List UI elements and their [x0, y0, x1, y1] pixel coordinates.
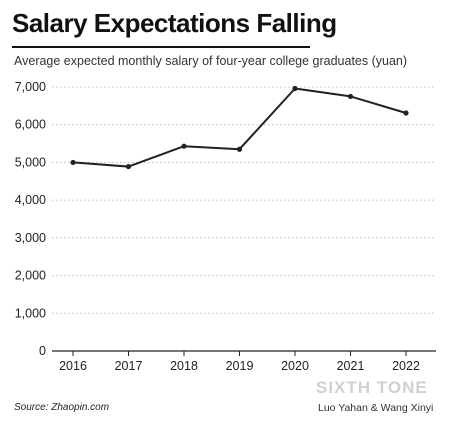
x-tick-label: 2017	[115, 359, 143, 373]
data-point	[70, 159, 76, 166]
y-tick-label: 1,000	[15, 306, 46, 320]
x-tick-label: 2019	[226, 359, 254, 373]
y-tick-label: 2,000	[15, 269, 46, 283]
x-tick-label: 2020	[281, 359, 309, 373]
data-point	[347, 93, 354, 100]
series-line	[72, 87, 407, 168]
x-tick-label: 2022	[392, 359, 420, 373]
data-point	[292, 85, 298, 92]
source-note: Source: Zhaopin.com	[14, 402, 110, 413]
y-tick-label: 5,000	[15, 155, 46, 169]
data-point	[403, 110, 409, 116]
x-tick-label: 2018	[170, 359, 198, 373]
brand-watermark: SIXTH TONE	[316, 378, 428, 397]
y-tick-label: 0	[39, 344, 46, 358]
data-point	[236, 146, 243, 152]
chart-subtitle: Average expected monthly salary of four-…	[14, 54, 408, 68]
title-underline	[12, 46, 310, 48]
y-tick-label: 7,000	[15, 80, 46, 94]
author-credit: Luo Yahan & Wang Xinyi	[318, 402, 434, 414]
x-tick-label: 2016	[59, 359, 87, 373]
y-tick-label: 6,000	[15, 118, 46, 132]
chart-title: Salary Expectations Falling	[12, 8, 337, 38]
data-point	[125, 163, 132, 170]
y-tick-label: 3,000	[15, 231, 46, 245]
x-tick-label: 2021	[337, 359, 365, 373]
data-point	[181, 143, 187, 149]
y-tick-label: 4,000	[15, 193, 46, 207]
